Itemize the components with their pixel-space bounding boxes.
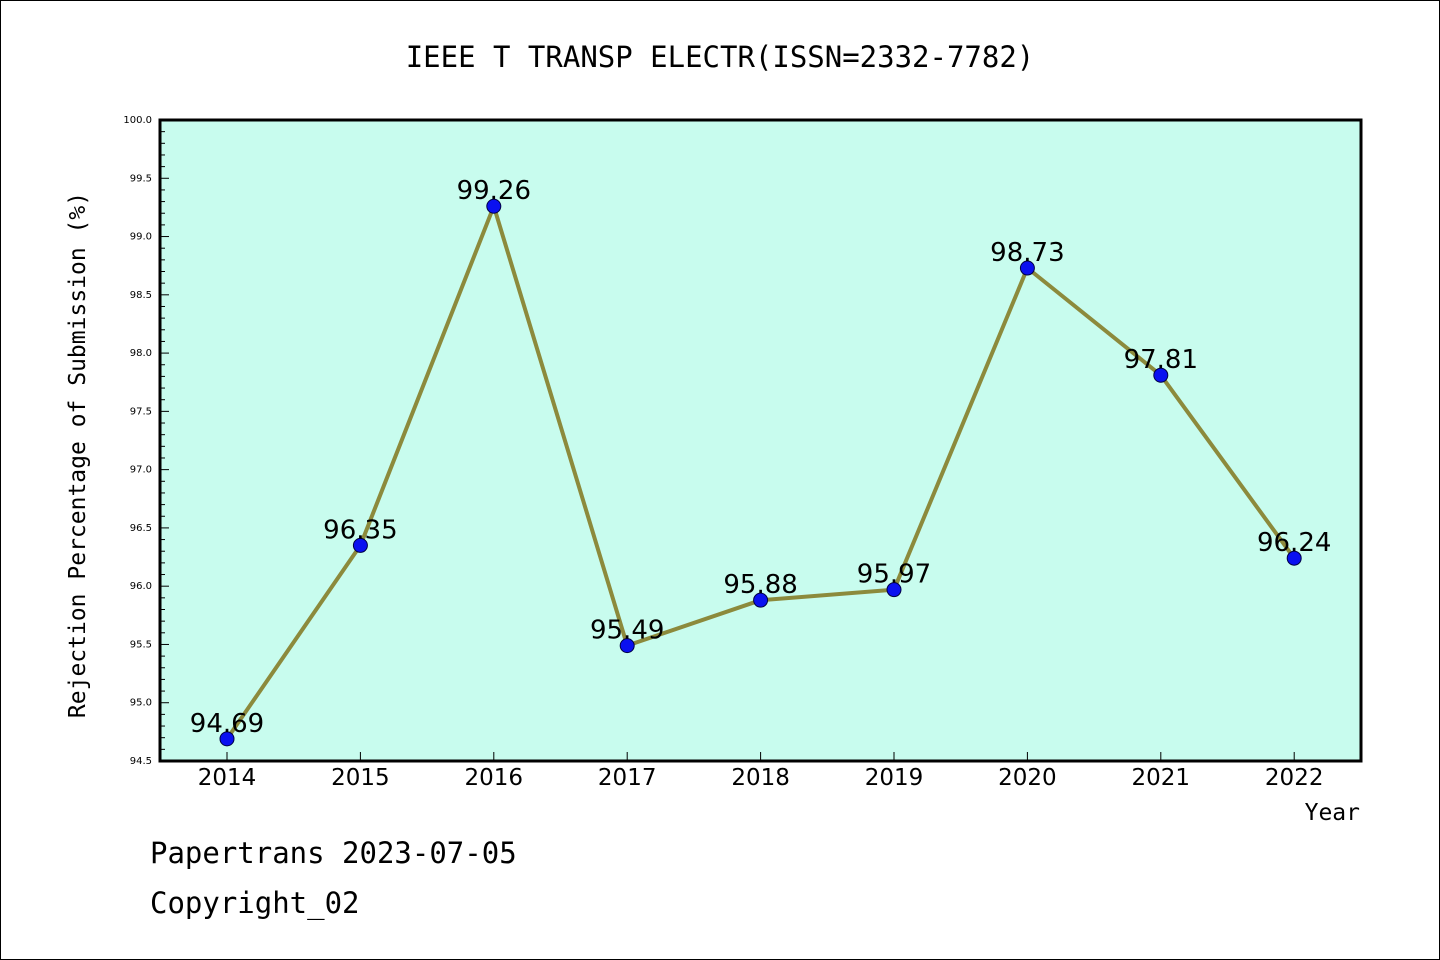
data-point-marker	[886, 582, 902, 598]
data-point-marker	[1286, 550, 1302, 566]
data-label: 99.26	[457, 176, 531, 206]
data-label: 95.97	[857, 560, 931, 590]
chart-title: IEEE T TRANSP ELECTR(ISSN=2332-7782)	[406, 40, 1035, 74]
data-point-marker	[753, 592, 769, 608]
data-point-marker	[1019, 260, 1035, 276]
x-tick-label: 2014	[198, 765, 257, 791]
y-tick-label: 95.0	[130, 698, 152, 709]
series-line-group: 94.69 96.35 99.26 95.49 95.88 95.97 98.73 97.81…	[190, 176, 1331, 747]
x-tick-label: 2016	[465, 765, 524, 791]
y-axis-label: Rejection Percentage of Submission (%)	[65, 192, 91, 718]
y-tick-label: 99.0	[130, 232, 152, 243]
y-tick-label: 96.0	[130, 581, 152, 592]
plot-area	[160, 120, 1361, 761]
footer-source: Papertrans 2023-07-05	[150, 836, 517, 870]
data-label: 95.88	[723, 570, 797, 600]
y-tick-label: 98.5	[130, 290, 152, 301]
x-tick-label: 2019	[865, 765, 924, 791]
data-point-marker	[619, 638, 635, 654]
data-label: 98.73	[990, 238, 1064, 268]
data-point-marker	[219, 731, 235, 747]
data-label: 96.35	[323, 515, 397, 545]
data-point-marker	[486, 198, 502, 214]
y-tick-label: 96.5	[130, 523, 152, 534]
data-label: 96.24	[1257, 528, 1331, 558]
x-tick-label: 2018	[731, 765, 790, 791]
x-tick-label: 2017	[598, 765, 657, 791]
y-tick-label: 97.0	[130, 465, 152, 476]
x-tick-label: 2020	[998, 765, 1057, 791]
y-tick-label: 94.5	[130, 756, 152, 767]
x-axis-ticks: 2014 2015 2016 2017 2018 2019 2020 2021 2022	[198, 752, 1324, 791]
x-tick-label: 2015	[331, 765, 390, 791]
y-tick-label: 98.0	[130, 348, 152, 359]
y-tick-label: 100.0	[123, 115, 152, 126]
x-axis-label: Year	[1305, 800, 1360, 826]
y-tick-label: 95.5	[130, 639, 152, 650]
y-tick-label: 97.5	[130, 406, 152, 417]
plot-border	[158, 118, 1363, 763]
data-label: 94.69	[190, 709, 264, 739]
data-label: 95.49	[590, 616, 664, 646]
footer-copyright: Copyright_02	[150, 886, 360, 920]
data-point-marker	[352, 537, 368, 553]
y-tick-label: 99.5	[130, 173, 152, 184]
x-tick-label: 2022	[1265, 765, 1324, 791]
data-label: 97.81	[1124, 345, 1198, 375]
data-point-marker	[1153, 367, 1169, 383]
x-tick-label: 2021	[1132, 765, 1191, 791]
